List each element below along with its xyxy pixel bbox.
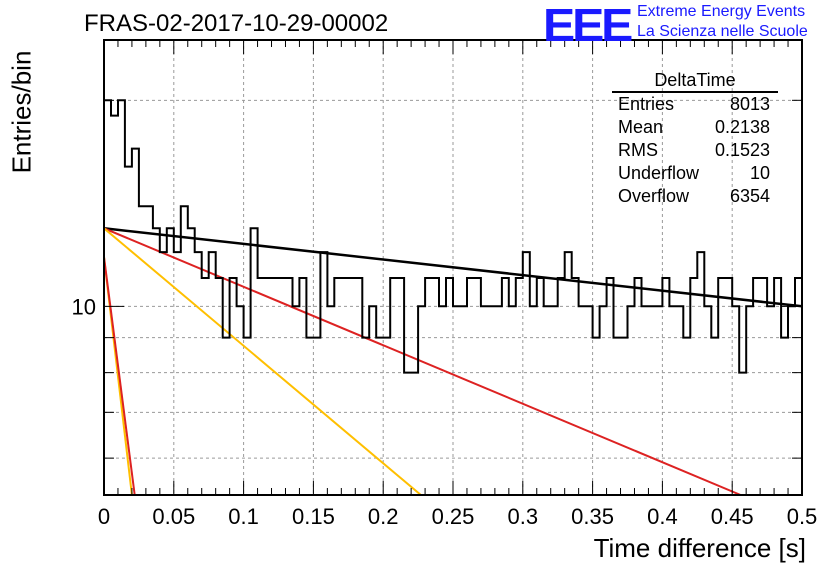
x-tick-label: 0.35: [571, 504, 614, 529]
x-tick-label: 0.5: [787, 504, 818, 529]
axes: 0 0.05 0.1 0.15 0.2 0.25 0.3 0.35 0.4 0.45 0.5 10: [72, 40, 818, 529]
stats-row-label: Mean: [618, 117, 664, 137]
stats-row-label: Underflow: [618, 163, 700, 183]
stats-row-label: Entries: [618, 94, 675, 114]
stats-row-value: 0.2138: [714, 117, 770, 137]
histogram: [104, 99, 802, 374]
eee-logo: EEE: [543, 0, 633, 51]
x-tick-label: 0.45: [711, 504, 754, 529]
x-tick-label: 0.3: [508, 504, 539, 529]
x-tick-label: 0.05: [152, 504, 195, 529]
organization-line-2: La Scienza nelle Scuole: [637, 23, 808, 40]
x-tick-label: 0.1: [228, 504, 259, 529]
fit-black: [103, 227, 803, 308]
stats-row: Overflow 6354: [612, 185, 778, 208]
organization-line-1: Extreme Energy Events: [637, 3, 806, 20]
fit-red-fast: [103, 256, 136, 496]
stats-row-value: 6354: [729, 186, 770, 206]
stats-row: Mean 0.2138: [612, 116, 778, 139]
stats-box: DeltaTime Entries 8013 Mean 0.2138 RMS 0.1523…: [612, 70, 778, 208]
stats-row-value: 0.1523: [714, 140, 770, 160]
y-axis-label: Entries/bin: [6, 50, 37, 174]
stats-row: Underflow 10: [612, 162, 778, 185]
stats-row-value: 10: [749, 163, 770, 183]
stats-row-label: Overflow: [618, 186, 690, 206]
fit-orange: [103, 227, 422, 496]
x-tick-label: 0: [98, 504, 110, 529]
x-tick-label: 0.4: [647, 504, 678, 529]
chart-title: FRAS-02-2017-10-29-00002: [84, 10, 389, 37]
x-tick-label: 0.2: [368, 504, 399, 529]
x-tick-label: 0.15: [292, 504, 335, 529]
stats-row-label: RMS: [618, 140, 658, 160]
organization-label: Extreme Energy Events La Scienza nelle S…: [637, 2, 808, 42]
histogram-line: [104, 99, 802, 374]
fit-red-slow: [103, 227, 741, 496]
x-axis-label: Time difference [s]: [593, 533, 806, 563]
x-tick-label: 0.25: [432, 504, 475, 529]
stats-row-value: 8013: [729, 94, 770, 114]
stats-title: DeltaTime: [612, 70, 778, 93]
stats-row: Entries 8013: [612, 93, 778, 116]
y-tick-label: 10: [72, 294, 96, 319]
fit-lines: [103, 227, 803, 496]
stats-row: RMS 0.1523: [612, 139, 778, 162]
stats-rows: Entries 8013 Mean 0.2138 RMS 0.1523 Underflow 1…: [612, 93, 778, 208]
